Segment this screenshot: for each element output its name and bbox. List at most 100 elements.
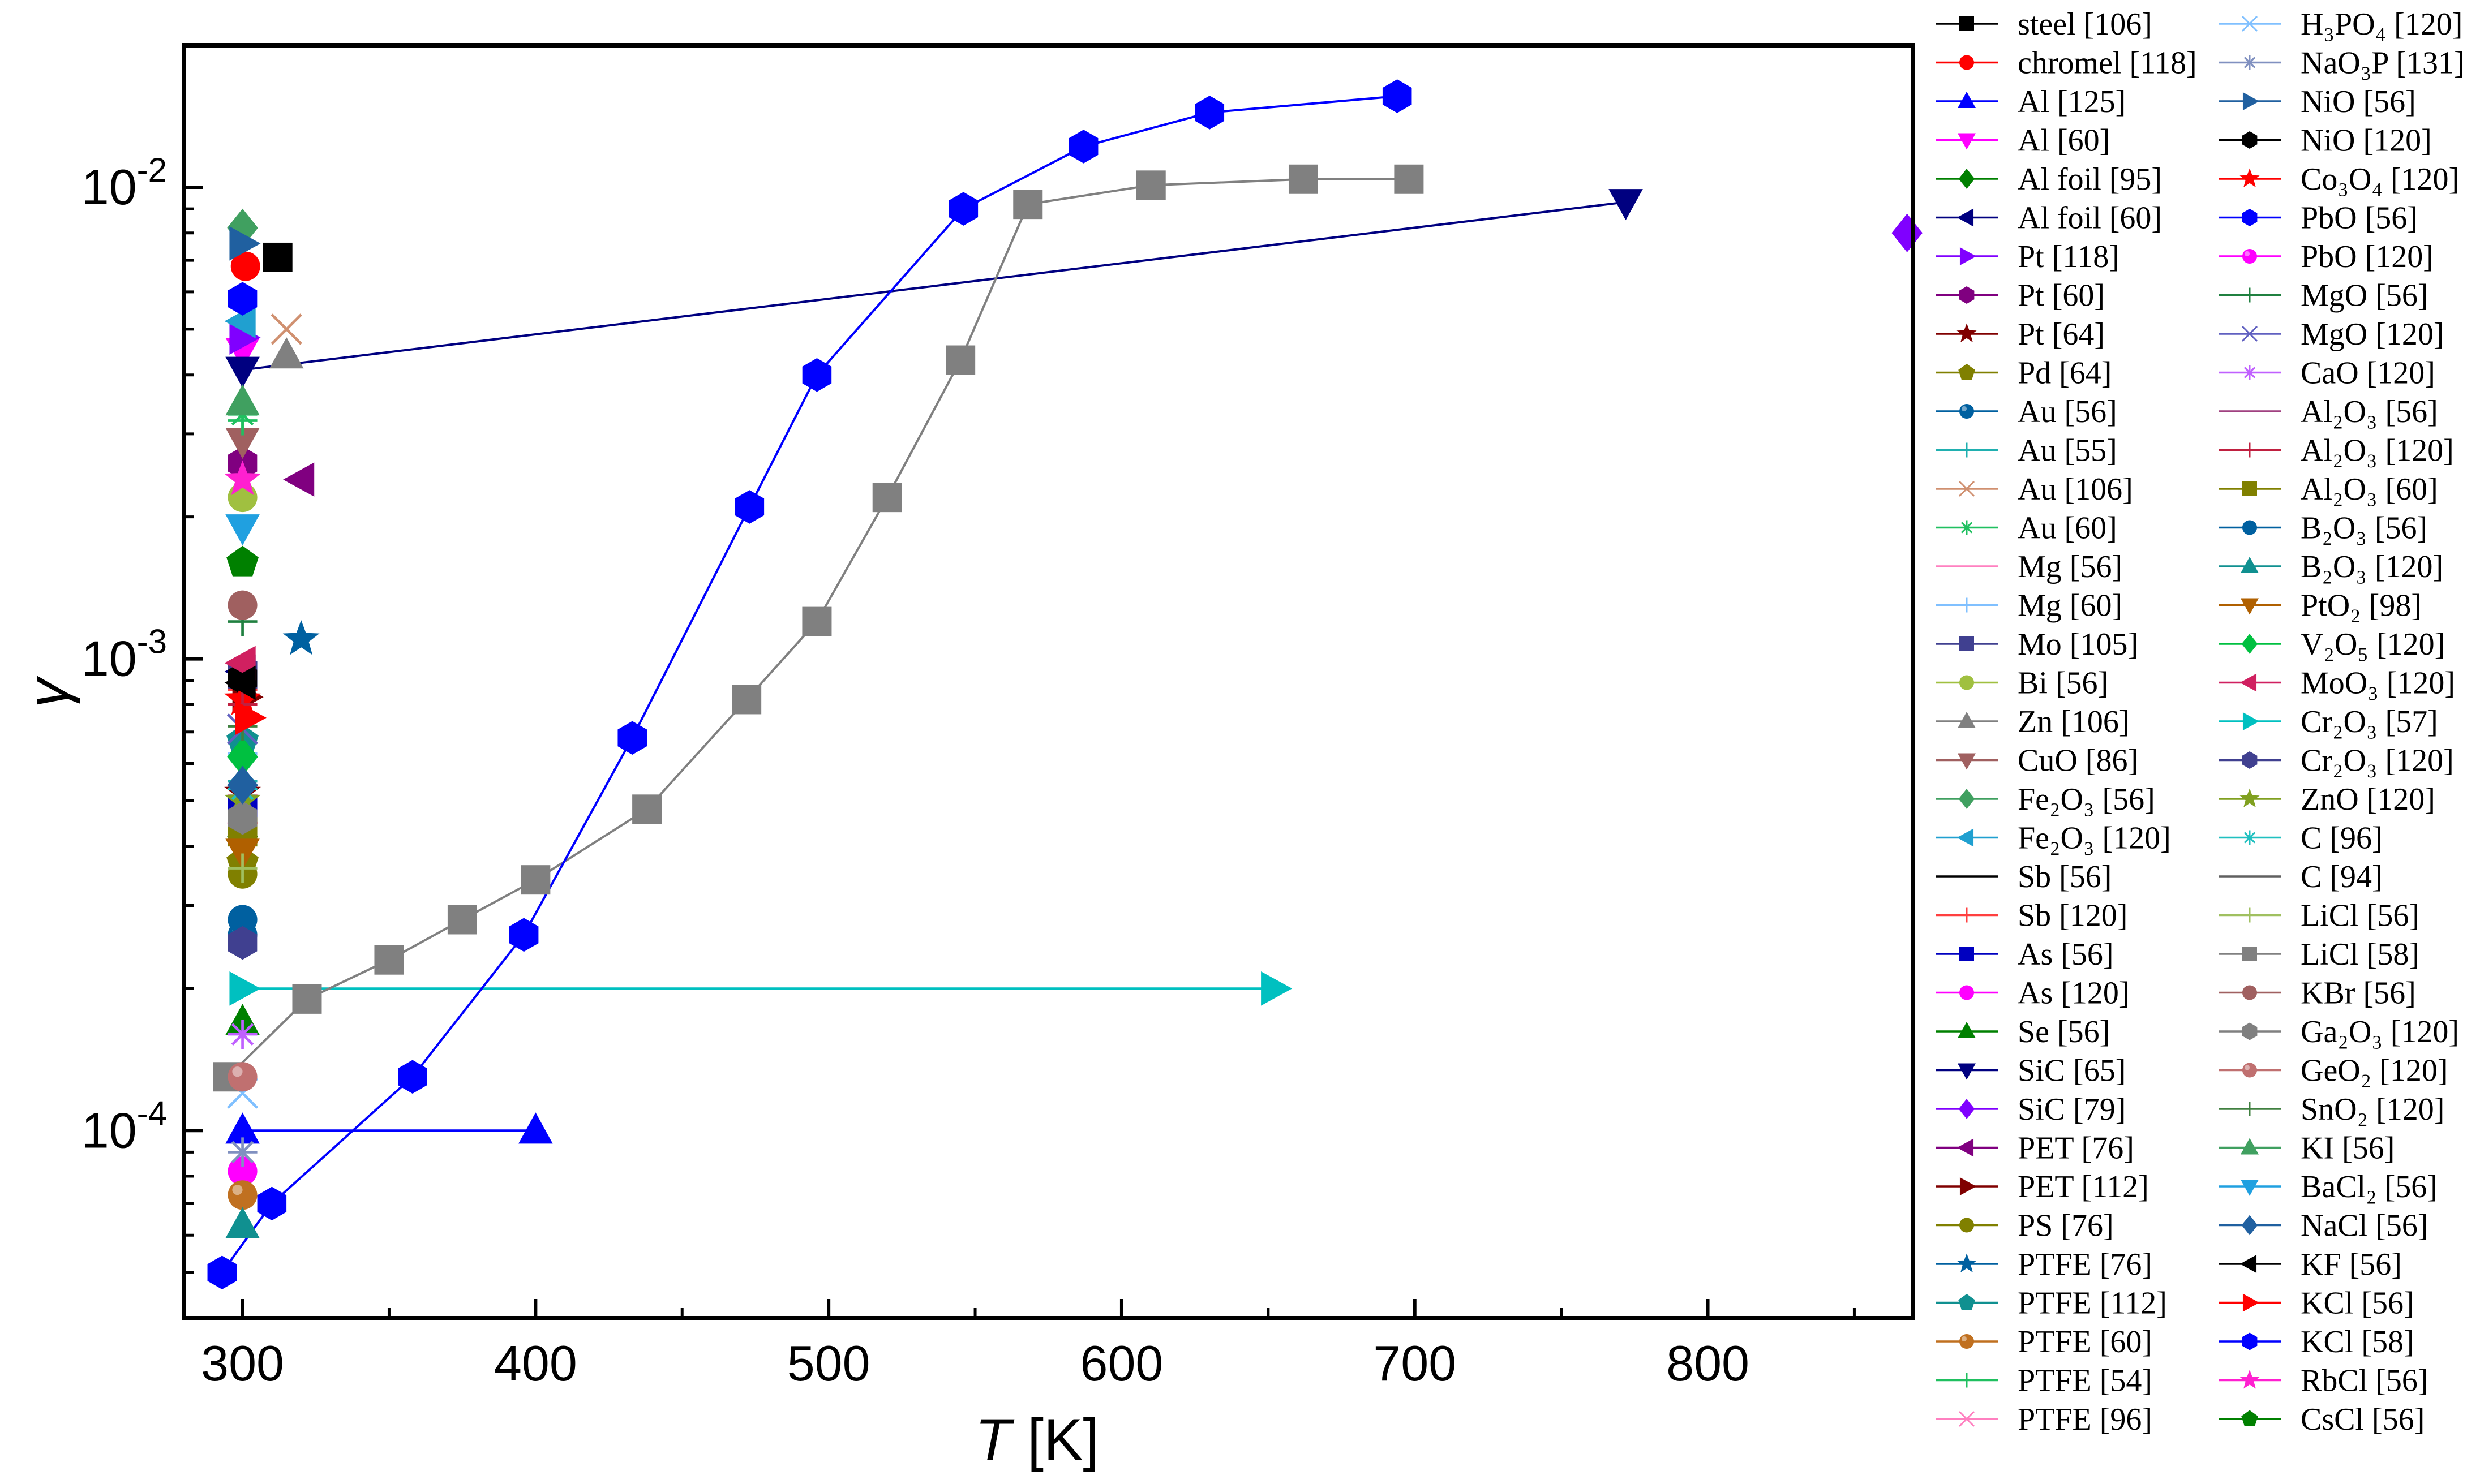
legend-label: PbO [120] — [2301, 239, 2434, 274]
legend-label: Sb [120] — [2018, 898, 2127, 934]
legend-label: Au [55] — [2018, 433, 2117, 468]
data-point-chromel-118 — [230, 251, 260, 281]
data-point-licl-58 — [1288, 164, 1318, 194]
data-point-kcl-58 — [509, 918, 539, 952]
legend-label: PET [112] — [2018, 1169, 2149, 1205]
legend-item-b2o3-56: B₂O₃ [56] — [2219, 511, 2427, 546]
legend-label: C [94] — [2301, 859, 2383, 894]
legend-marker-pd-64 — [1958, 363, 1975, 380]
legend-item-al2o3-60: Al₂O₃ [60] — [2219, 472, 2438, 507]
data-point-nao3p-131 — [228, 1137, 258, 1167]
legend-marker-sic-65 — [1958, 1063, 1976, 1080]
legend-item-co3o4-120: Co₃O₄ [120] — [2219, 162, 2459, 197]
data-point-licl-58 — [1136, 170, 1166, 200]
legend-label: PtO₂ [98] — [2301, 588, 2422, 623]
legend-label: Pt [64] — [2018, 317, 2105, 352]
legend-item-pto2-98: PtO₂ [98] — [2219, 588, 2422, 623]
legend-label: Ga₂O₃ [120] — [2301, 1014, 2459, 1049]
legend-label: NaO₃P [131] — [2301, 46, 2465, 81]
legend-marker-pt-64 — [1956, 323, 1977, 342]
data-point-kcl-58 — [207, 1255, 237, 1289]
legend-item-pbo-56: PbO [56] — [2219, 201, 2418, 236]
legend-item-mg-60: Mg [60] — [1936, 588, 2122, 623]
legend-label: B₂O₃ [120] — [2301, 549, 2443, 584]
legend-item-ptfe-96: PTFE [96] — [1936, 1402, 2152, 1437]
legend-label: Al foil [60] — [2018, 201, 2162, 236]
legend-label: Al₂O₃ [56] — [2301, 394, 2438, 429]
legend-item-kbr-56: KBr [56] — [2219, 976, 2416, 1011]
data-point-licl-58 — [521, 865, 551, 895]
legend-marker-zn-106 — [1958, 711, 1976, 729]
legend-item-sic-79: SiC [79] — [1936, 1092, 2126, 1127]
legend-label: Zn [106] — [2018, 704, 2130, 739]
legend-marker-sic-79 — [1958, 1099, 1975, 1119]
legend-marker-au-60 — [1959, 520, 1974, 535]
legend-label: Bi [56] — [2018, 666, 2108, 701]
legend-label: Pt [60] — [2018, 278, 2105, 313]
data-point-kcl-58 — [1195, 96, 1225, 130]
legend-marker-as-120 — [1959, 985, 1974, 1000]
x-tick-label: 800 — [1666, 1335, 1749, 1391]
legend-item-al-foil-60: Al foil [60] — [1936, 201, 2162, 236]
legend-marker-zno-120 — [2239, 788, 2260, 807]
legend-marker-sno2-120 — [2242, 1102, 2257, 1116]
legend-item-h3po4-120: H₃PO₄ [120] — [2219, 7, 2462, 42]
legend-item-al-60: Al [60] — [1936, 123, 2110, 158]
legend-item-kf-56: KF [56] — [2219, 1247, 2402, 1282]
legend-item-kcl-58: KCl [58] — [2219, 1324, 2414, 1360]
legend-item-pet-76: PET [76] — [1936, 1131, 2134, 1166]
data-point-as-120 — [228, 1156, 258, 1186]
legend-item-mg-56: Mg [56] — [1936, 549, 2122, 584]
legend-label: As [120] — [2018, 976, 2130, 1011]
legend-label: C [96] — [2301, 821, 2383, 856]
legend-marker-bi-56 — [1959, 675, 1974, 690]
legend-item-ptfe-112: PTFE [112] — [1936, 1286, 2167, 1321]
data-point-kcl-58 — [802, 358, 832, 392]
legend-marker-pbo-120 — [2242, 249, 2257, 264]
legend-item-cr2o3-120: Cr₂O₃ [120] — [2219, 743, 2454, 778]
legend: steel [106] chromel [118]Al [125] Al [60] A… — [1936, 7, 2465, 1437]
legend-marker-al-60 — [1958, 133, 1976, 150]
data-point-kcl-58 — [398, 1060, 427, 1094]
legend-label: Co₃O₄ [120] — [2301, 162, 2459, 197]
legend-label: PbO [56] — [2301, 201, 2418, 236]
legend-marker-cao-120 — [2242, 365, 2257, 380]
legend-label: SiC [79] — [2018, 1092, 2126, 1127]
legend-item-b2o3-120: B₂O₃ [120] — [2219, 549, 2443, 584]
legend-item-al2o3-120: Al₂O₃ [120] — [2219, 433, 2454, 468]
legend-marker-h3po4-120 — [2241, 15, 2258, 32]
data-point-pet-76 — [283, 462, 315, 497]
data-point-ptfe-60-highlight — [232, 1184, 243, 1195]
legend-marker-al2o3-60 — [2242, 481, 2257, 496]
legend-label: KBr [56] — [2301, 976, 2416, 1011]
legend-marker-sb-120 — [1959, 907, 1974, 923]
legend-marker-pet-112 — [1959, 1177, 1977, 1195]
legend-item-v2o-120: V₂O₅ [120] — [2219, 627, 2445, 662]
legend-label: PS [76] — [2018, 1208, 2114, 1244]
legend-marker-b2o3-120 — [2241, 556, 2259, 574]
legend-item-ki-56: KI [56] — [2219, 1131, 2395, 1166]
legend-marker-c-96 — [2242, 830, 2257, 845]
x-tick-label: 400 — [494, 1335, 577, 1391]
data-point-ga2o3-120 — [228, 801, 258, 835]
legend-marker-moo3-120 — [2239, 673, 2257, 692]
legend-label: MgO [56] — [2301, 278, 2428, 313]
legend-label: Se [56] — [2018, 1014, 2110, 1049]
legend-item-fe2o3-120: Fe₂O₃ [120] — [1936, 821, 2171, 856]
legend-marker-co3o4-120 — [2239, 168, 2260, 187]
legend-marker-mgo-56 — [2242, 287, 2257, 303]
data-point-rbcl-56 — [224, 460, 261, 496]
legend-marker-ptfe-54 — [1959, 1373, 1974, 1388]
legend-marker-pbo-56 — [2242, 209, 2258, 226]
legend-marker-mg-60 — [1959, 597, 1974, 613]
legend-marker-kbr-56 — [2242, 985, 2257, 1000]
series-line-sic-65 — [242, 201, 1626, 371]
legend-item-c-94: C [94] — [2219, 859, 2383, 894]
legend-marker-pt-118 — [1959, 247, 1977, 265]
legend-marker-ga2o3-120 — [2242, 1022, 2258, 1040]
series-markers — [207, 79, 1923, 1289]
data-point-pbo-56 — [228, 282, 258, 316]
legend-label: Au [106] — [2018, 472, 2133, 507]
legend-item-se-56: Se [56] — [1936, 1014, 2110, 1049]
legend-item-kcl-56: KCl [56] — [2219, 1286, 2414, 1321]
